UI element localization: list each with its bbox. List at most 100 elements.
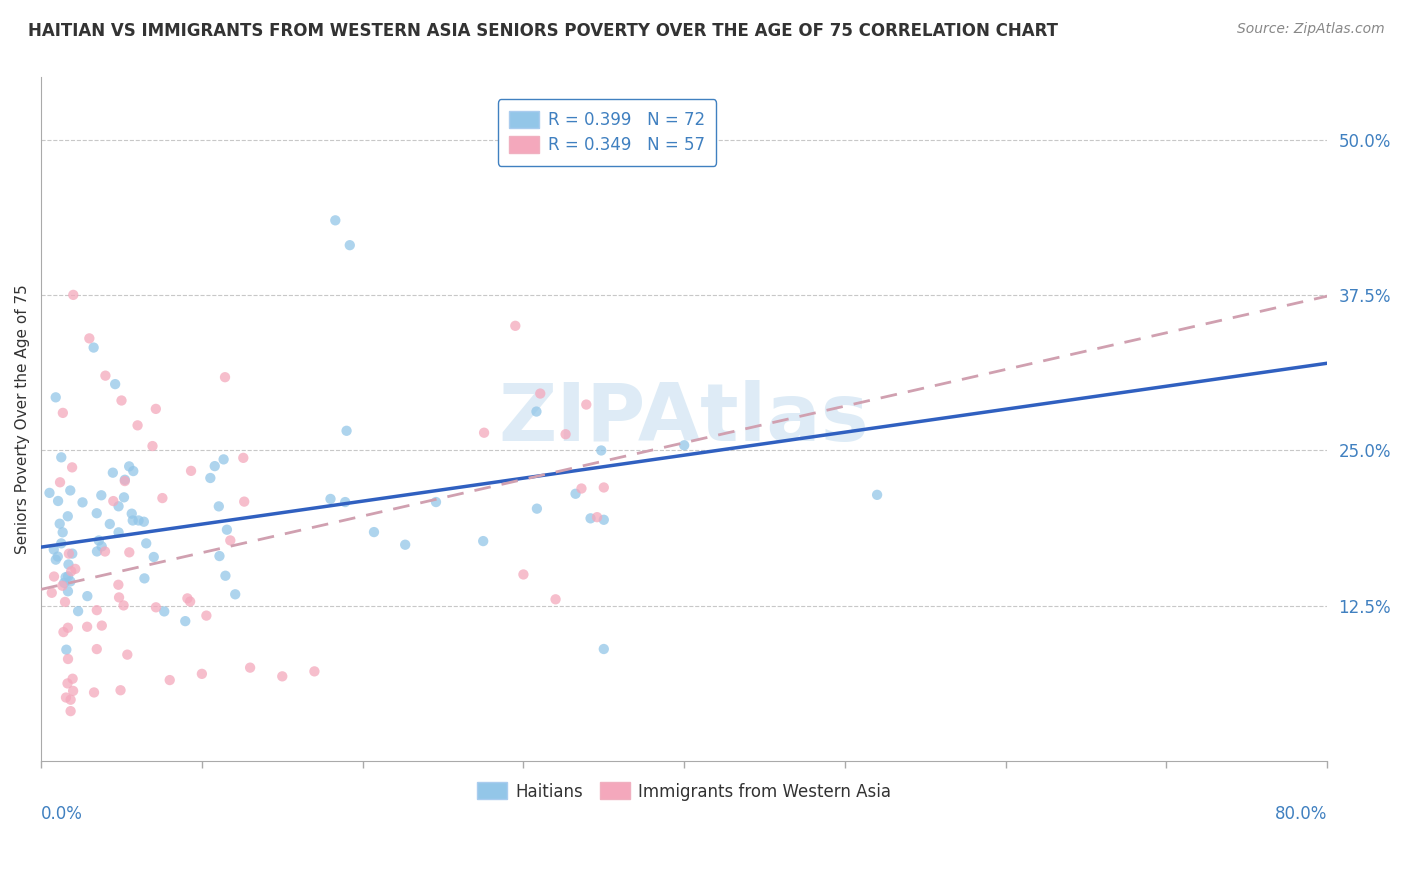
Point — [128, 513, 150, 527]
Point — [86, 544, 108, 558]
Point — [55, 690, 77, 705]
Point — [212, 452, 235, 467]
Point — [62, 684, 84, 698]
Y-axis label: Seniors Poverty Over the Age of 75: Seniors Poverty Over the Age of 75 — [15, 285, 30, 554]
Point — [53, 595, 76, 609]
Point — [86, 642, 108, 657]
Point — [121, 507, 143, 521]
Point — [122, 464, 145, 478]
Point — [98, 516, 121, 531]
Point — [208, 549, 231, 563]
Point — [200, 471, 222, 485]
Point — [135, 536, 157, 550]
Point — [304, 665, 326, 679]
Point — [59, 692, 82, 706]
Point — [76, 620, 98, 634]
Point — [150, 491, 173, 505]
Point — [46, 549, 69, 564]
Point — [55, 570, 77, 584]
Point — [79, 331, 101, 345]
Point — [56, 621, 79, 635]
Point — [72, 495, 94, 509]
Point — [86, 506, 108, 520]
Point — [67, 604, 90, 618]
Point — [335, 495, 357, 509]
Point — [76, 589, 98, 603]
Text: HAITIAN VS IMMIGRANTS FROM WESTERN ASIA SENIORS POVERTY OVER THE AGE OF 75 CORRE: HAITIAN VS IMMIGRANTS FROM WESTERN ASIA … — [28, 22, 1059, 40]
Point — [49, 475, 72, 490]
Point — [363, 525, 385, 540]
Point — [41, 586, 63, 600]
Point — [191, 666, 214, 681]
Point — [592, 642, 614, 657]
Point — [55, 642, 77, 657]
Point — [94, 368, 117, 383]
Point — [65, 562, 87, 576]
Point — [121, 514, 143, 528]
Point — [544, 592, 567, 607]
Legend: Haitians, Immigrants from Western Asia: Haitians, Immigrants from Western Asia — [471, 776, 898, 807]
Point — [571, 482, 593, 496]
Point — [564, 487, 586, 501]
Point — [107, 525, 129, 540]
Point — [208, 500, 231, 514]
Point — [114, 473, 136, 487]
Point — [592, 480, 614, 494]
Point — [48, 516, 70, 531]
Point — [271, 669, 294, 683]
Point — [56, 652, 79, 666]
Point — [526, 404, 548, 418]
Point — [62, 672, 84, 686]
Point — [60, 547, 83, 561]
Point — [108, 591, 131, 605]
Point — [90, 618, 112, 632]
Point — [59, 483, 82, 498]
Point — [592, 513, 614, 527]
Point — [233, 494, 256, 508]
Point — [38, 486, 60, 500]
Point — [134, 571, 156, 585]
Point — [52, 525, 75, 540]
Point — [56, 569, 79, 583]
Point — [554, 427, 576, 442]
Point — [51, 579, 73, 593]
Point — [141, 439, 163, 453]
Text: 80.0%: 80.0% — [1275, 805, 1327, 823]
Point — [117, 648, 139, 662]
Point — [174, 614, 197, 628]
Point — [114, 474, 136, 488]
Point — [132, 515, 155, 529]
Point — [142, 549, 165, 564]
Point — [53, 575, 76, 590]
Point — [58, 558, 80, 572]
Point — [60, 460, 83, 475]
Point — [83, 341, 105, 355]
Point — [62, 288, 84, 302]
Point — [204, 459, 226, 474]
Point — [215, 523, 238, 537]
Point — [339, 238, 361, 252]
Point — [56, 584, 79, 599]
Point — [83, 685, 105, 699]
Point — [214, 370, 236, 384]
Point — [159, 673, 181, 687]
Point — [90, 540, 112, 554]
Point — [56, 676, 79, 690]
Point — [512, 567, 534, 582]
Point — [101, 466, 124, 480]
Point — [239, 660, 262, 674]
Point — [42, 542, 65, 557]
Point — [94, 544, 117, 558]
Point — [45, 390, 67, 404]
Point — [673, 438, 696, 452]
Point — [591, 443, 613, 458]
Point — [153, 604, 176, 618]
Point — [52, 625, 75, 640]
Point — [107, 500, 129, 514]
Text: ZIPAtlas: ZIPAtlas — [499, 380, 869, 458]
Point — [118, 459, 141, 474]
Point — [224, 587, 246, 601]
Point — [110, 393, 132, 408]
Point — [575, 398, 598, 412]
Point — [112, 599, 135, 613]
